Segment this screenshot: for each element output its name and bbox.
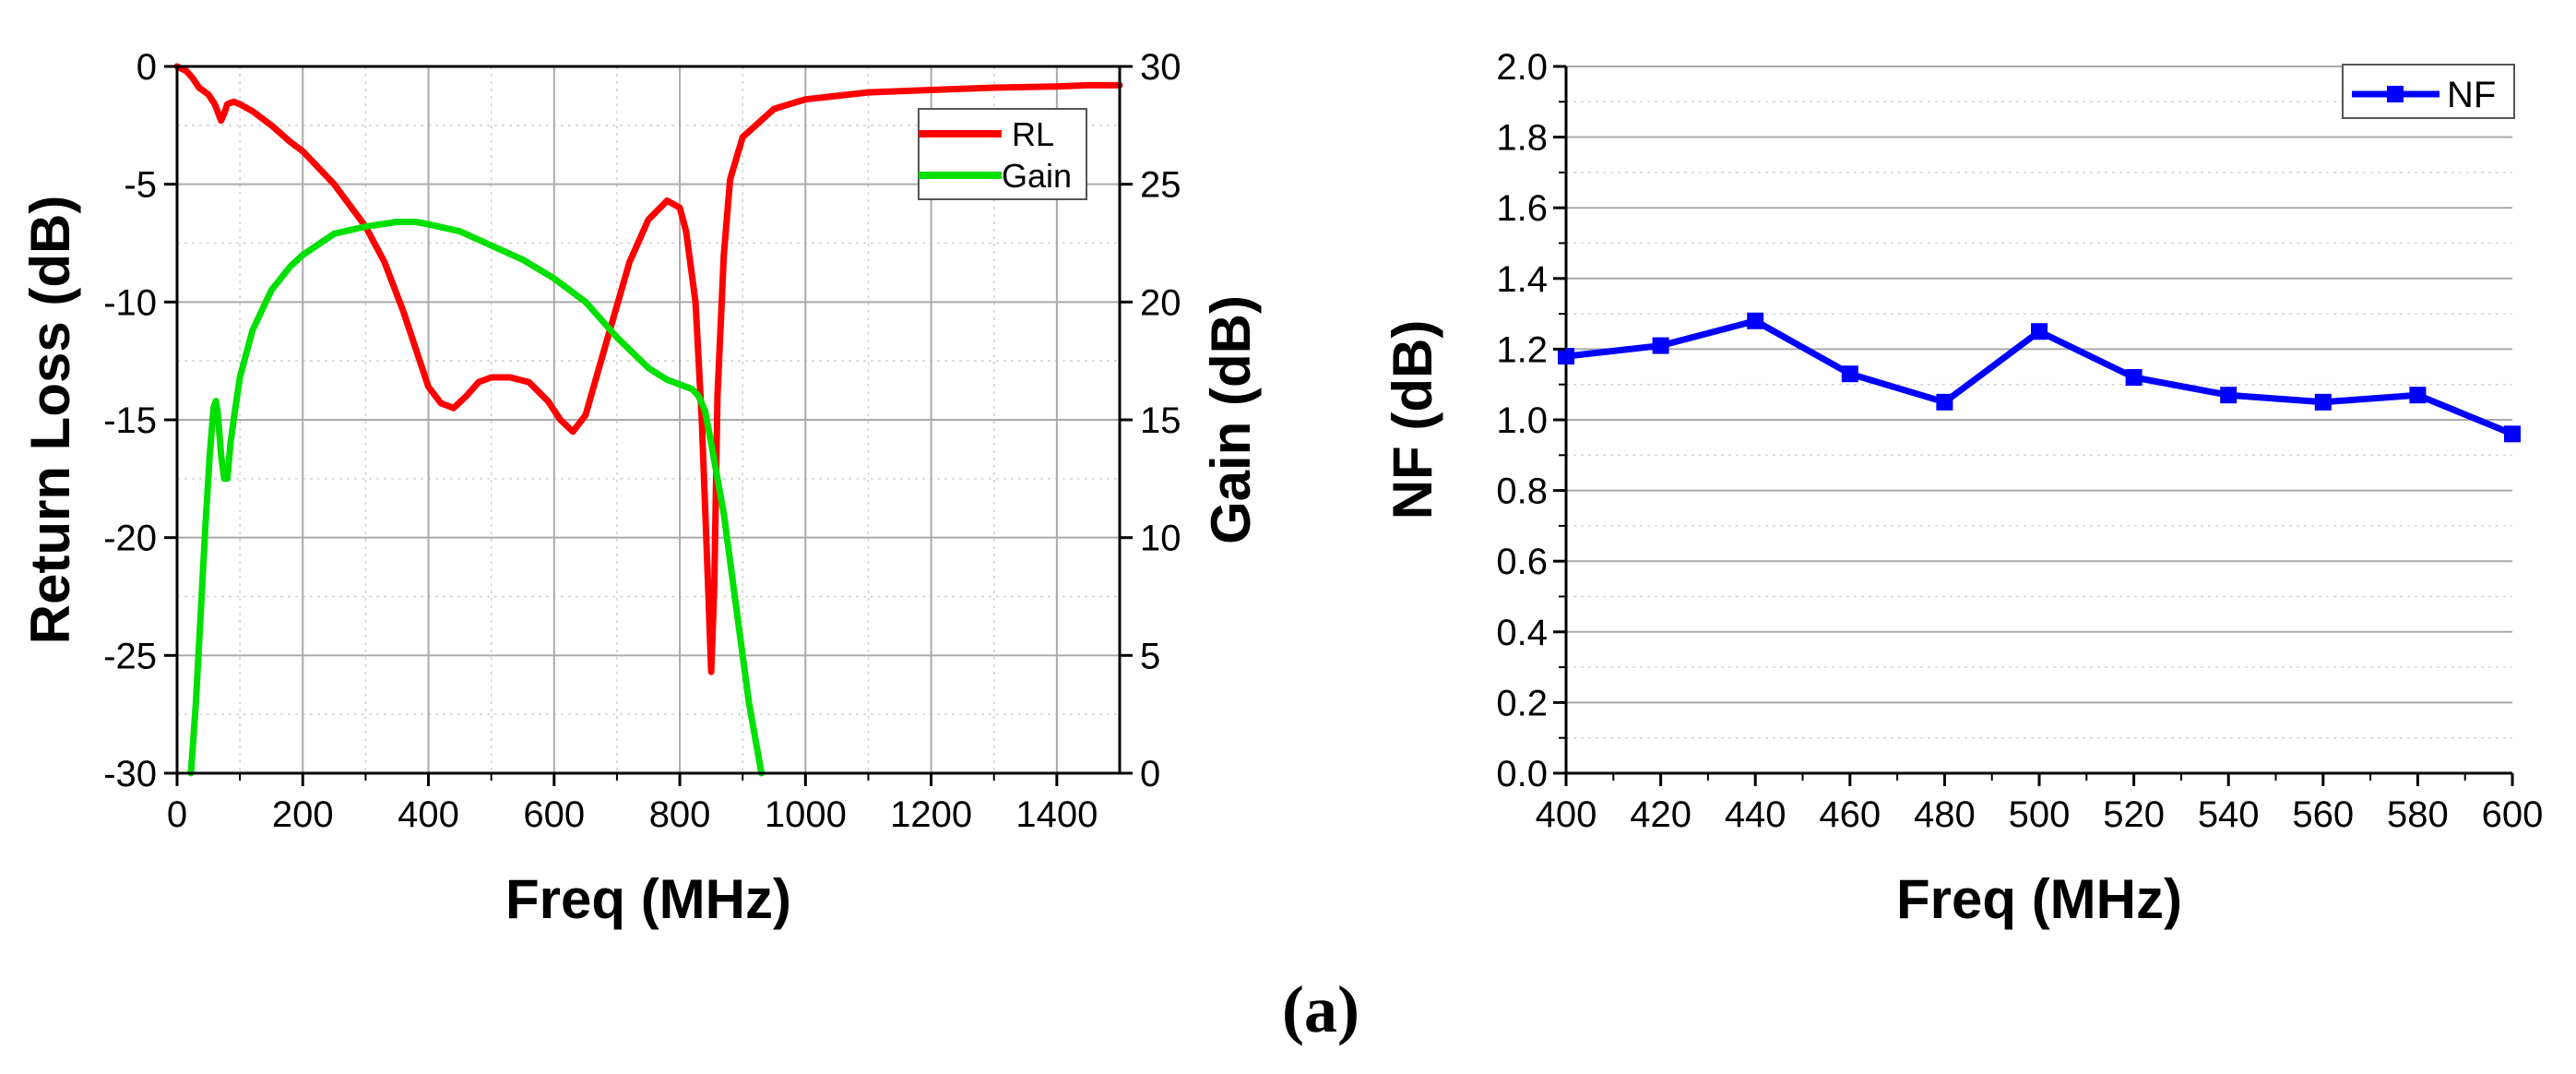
series-rl-line bbox=[173, 63, 1123, 675]
chart1-x-tick-label: 1200 bbox=[890, 794, 972, 835]
series-nf-marker bbox=[1652, 337, 1669, 354]
chart2-y-tick-label: 1.2 bbox=[1496, 329, 1548, 370]
chart1-y-tick-label: -10 bbox=[103, 282, 157, 323]
chart2-x-tick-label: 480 bbox=[1914, 794, 1976, 835]
chart1-x-tick-label: 1000 bbox=[765, 794, 847, 835]
chart1-ticks: 0 200 400 600 800 1000 1200 14000-5-10-15-20-25… bbox=[103, 47, 1181, 835]
chart2-ticks: 400 420 440 460 480 500 520 540 560 580 600 2.0 1.8 1… bbox=[1496, 47, 2543, 835]
chart1-y2-tick-label: 25 bbox=[1140, 165, 1181, 206]
chart1-x-tick-label: 600 bbox=[523, 794, 585, 835]
chart1-y2-tick-label: 0 bbox=[1140, 754, 1160, 794]
chart2-y-tick-label: 1.4 bbox=[1496, 259, 1548, 300]
chart2-x-tick-label: 420 bbox=[1630, 794, 1692, 835]
chart1-x-axis-title: Freq (MHz) bbox=[505, 868, 791, 930]
chart1-y2-tick-label: 5 bbox=[1140, 636, 1160, 676]
chart1-series bbox=[173, 63, 1123, 777]
chart2-series bbox=[1558, 312, 2521, 443]
chart2-x-tick-label: 500 bbox=[2009, 794, 2071, 835]
series-gain-line bbox=[187, 219, 766, 777]
series-nf-marker bbox=[1558, 348, 1574, 365]
chart2-x-tick-label: 600 bbox=[2482, 794, 2544, 835]
chart2-x-tick-label: 460 bbox=[1819, 794, 1881, 835]
chart1-y2-tick-label: 30 bbox=[1140, 47, 1181, 88]
chart2-x-tick-label: 400 bbox=[1536, 794, 1597, 835]
chart1-x-tick-label: 1400 bbox=[1015, 794, 1098, 835]
chart1-gridlines bbox=[177, 66, 1120, 773]
chart1-y2-axis-title: Gain (dB) bbox=[1200, 295, 1262, 544]
series-nf-marker bbox=[2409, 387, 2427, 404]
legend-nf-marker bbox=[2387, 86, 2404, 102]
series-nf-marker bbox=[2220, 387, 2238, 404]
return-loss-gain-chart: 0 200 400 600 800 1000 1200 14000-5-10-15-20-25… bbox=[19, 47, 1262, 930]
chart1-y-tick-label: -15 bbox=[103, 400, 157, 441]
chart1-x-tick-label: 400 bbox=[398, 794, 459, 835]
chart1-y2-tick-label: 20 bbox=[1140, 282, 1181, 323]
series-nf-marker bbox=[2314, 393, 2332, 411]
chart2-y-axis-title: NF (dB) bbox=[1382, 320, 1443, 520]
series-nf-marker bbox=[2125, 369, 2143, 387]
chart1-x-tick-label: 800 bbox=[649, 794, 711, 835]
chart1-x-tick-label: 200 bbox=[272, 794, 334, 835]
series-nf-marker bbox=[1841, 365, 1858, 383]
chart2-y-tick-label: 0.4 bbox=[1496, 613, 1548, 653]
chart2-y-tick-label: 1.6 bbox=[1496, 188, 1548, 229]
series-nf-marker bbox=[1936, 393, 1953, 411]
chart2-y-tick-label: 0.6 bbox=[1496, 542, 1548, 582]
series-nf-marker bbox=[1747, 312, 1764, 329]
chart2-y-tick-label: 1.0 bbox=[1496, 400, 1548, 441]
chart1-y2-tick-label: 15 bbox=[1140, 400, 1181, 441]
legend-gain-label: Gain bbox=[1002, 157, 1072, 195]
chart1-y-tick-label: -20 bbox=[103, 519, 157, 559]
chart1-x-tick-label: 0 bbox=[167, 794, 187, 835]
chart1-y-tick-label: -25 bbox=[103, 636, 157, 676]
chart2-y-tick-label: 0.0 bbox=[1496, 754, 1548, 794]
chart2-y-tick-label: 0.2 bbox=[1496, 683, 1548, 723]
chart2-x-tick-label: 440 bbox=[1725, 794, 1787, 835]
series-nf-marker bbox=[2504, 425, 2521, 443]
noise-figure-chart: 400 420 440 460 480 500 520 540 560 580 600 2.0 1.8 1… bbox=[1382, 47, 2543, 930]
chart2-y-tick-label: 2.0 bbox=[1496, 47, 1548, 88]
series-nf-marker bbox=[2031, 323, 2048, 340]
chart2-x-tick-label: 580 bbox=[2387, 794, 2449, 835]
chart1-legend: RL Gain bbox=[918, 108, 1087, 200]
chart2-x-axis-title: Freq (MHz) bbox=[1896, 868, 2182, 930]
chart2-y-tick-label: 0.8 bbox=[1496, 471, 1548, 512]
chart2-y-tick-label: 1.8 bbox=[1496, 118, 1548, 159]
chart1-y-tick-label: -5 bbox=[124, 165, 157, 206]
chart1-y-tick-label: 0 bbox=[137, 47, 157, 88]
chart2-x-tick-label: 520 bbox=[2103, 794, 2165, 835]
figure-caption: (a) bbox=[1282, 973, 1359, 1046]
chart2-gridlines bbox=[1566, 66, 2512, 739]
legend-rl-label: RL bbox=[1012, 115, 1054, 153]
chart1-legend-box bbox=[918, 108, 1087, 200]
chart1-y-axis-title: Return Loss (dB) bbox=[19, 196, 81, 645]
chart2-x-tick-label: 540 bbox=[2198, 794, 2260, 835]
chart1-y2-tick-label: 10 bbox=[1140, 519, 1181, 559]
legend-nf-label: NF bbox=[2447, 75, 2496, 115]
chart2-x-tick-label: 560 bbox=[2292, 794, 2354, 835]
chart1-y-tick-label: -30 bbox=[103, 754, 157, 794]
chart2-legend: NF bbox=[2342, 64, 2515, 119]
